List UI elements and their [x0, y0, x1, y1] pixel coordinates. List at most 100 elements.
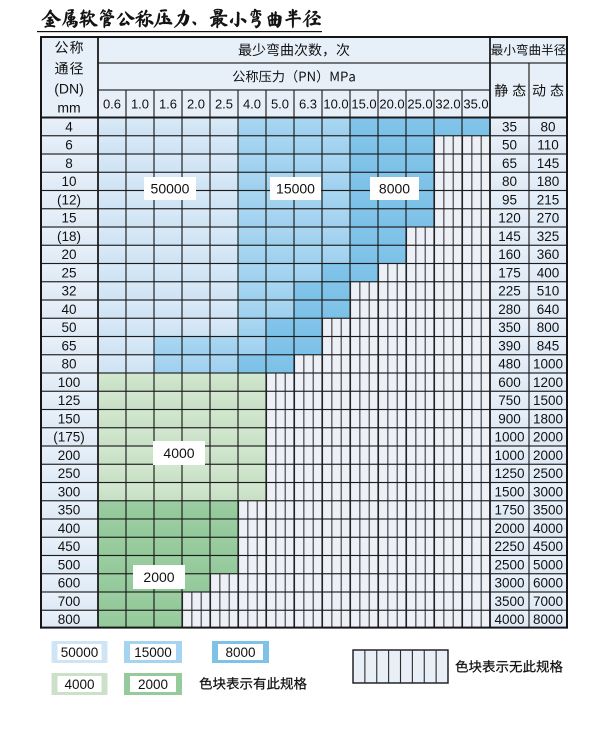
svg-text:800: 800 — [58, 612, 81, 627]
svg-text:4000: 4000 — [64, 677, 94, 692]
svg-text:2.5: 2.5 — [215, 96, 233, 111]
svg-text:175: 175 — [498, 265, 521, 280]
svg-text:8: 8 — [65, 156, 73, 171]
svg-text:4000: 4000 — [494, 612, 524, 627]
svg-text:350: 350 — [498, 320, 521, 335]
svg-text:20: 20 — [61, 247, 76, 262]
svg-text:100: 100 — [58, 375, 81, 390]
svg-text:2000: 2000 — [494, 521, 524, 536]
svg-text:(175): (175) — [53, 430, 85, 445]
svg-text:200: 200 — [58, 448, 81, 463]
svg-text:6: 6 — [65, 138, 73, 153]
svg-text:35.0: 35.0 — [463, 96, 488, 111]
svg-text:400: 400 — [537, 265, 560, 280]
svg-text:2000: 2000 — [143, 569, 174, 585]
svg-text:5.0: 5.0 — [271, 96, 289, 111]
svg-text:(18): (18) — [57, 229, 81, 244]
svg-text:110: 110 — [537, 138, 559, 153]
svg-text:1.0: 1.0 — [131, 96, 149, 111]
svg-text:(12): (12) — [57, 192, 81, 207]
svg-text:4: 4 — [65, 119, 73, 134]
svg-text:145: 145 — [537, 156, 560, 171]
svg-text:250: 250 — [58, 466, 81, 481]
svg-text:2000: 2000 — [138, 677, 168, 692]
svg-text:15000: 15000 — [276, 180, 315, 196]
svg-text:390: 390 — [498, 338, 521, 353]
svg-text:500: 500 — [58, 557, 81, 572]
svg-text:10.0: 10.0 — [323, 96, 348, 111]
svg-text:120: 120 — [498, 211, 521, 226]
svg-text:80: 80 — [502, 174, 517, 189]
svg-text:95: 95 — [502, 192, 517, 207]
svg-text:5000: 5000 — [533, 557, 563, 572]
svg-text:600: 600 — [58, 576, 81, 591]
svg-text:125: 125 — [58, 393, 81, 408]
svg-text:4500: 4500 — [533, 539, 563, 554]
svg-text:845: 845 — [537, 338, 560, 353]
svg-text:700: 700 — [58, 594, 81, 609]
svg-text:2500: 2500 — [533, 466, 563, 481]
svg-text:3000: 3000 — [533, 484, 563, 499]
svg-text:225: 225 — [498, 284, 521, 299]
svg-text:8000: 8000 — [533, 612, 563, 627]
svg-text:1250: 1250 — [494, 466, 524, 481]
svg-text:50000: 50000 — [61, 645, 99, 660]
svg-text:1800: 1800 — [533, 411, 563, 426]
svg-text:4.0: 4.0 — [243, 96, 261, 111]
svg-text:7000: 7000 — [533, 594, 563, 609]
svg-text:65: 65 — [502, 156, 517, 171]
svg-text:2000: 2000 — [533, 430, 563, 445]
svg-text:480: 480 — [498, 357, 521, 372]
svg-text:2.0: 2.0 — [187, 96, 205, 111]
svg-text:32.0: 32.0 — [435, 96, 460, 111]
svg-text:600: 600 — [498, 375, 521, 390]
svg-text:25.0: 25.0 — [407, 96, 432, 111]
svg-text:20.0: 20.0 — [379, 96, 404, 111]
svg-text:1.6: 1.6 — [159, 96, 177, 111]
svg-text:2000: 2000 — [533, 448, 563, 463]
svg-text:32: 32 — [61, 284, 76, 299]
svg-text:180: 180 — [537, 174, 560, 189]
svg-text:2500: 2500 — [494, 557, 524, 572]
svg-text:80: 80 — [540, 119, 555, 134]
svg-text:40: 40 — [61, 302, 76, 317]
svg-text:1000: 1000 — [494, 448, 524, 463]
svg-text:6.3: 6.3 — [299, 96, 317, 111]
svg-text:(DN): (DN) — [54, 81, 84, 97]
svg-text:215: 215 — [537, 192, 560, 207]
svg-text:4000: 4000 — [163, 445, 194, 461]
svg-text:1200: 1200 — [533, 375, 563, 390]
svg-text:8000: 8000 — [379, 180, 410, 196]
svg-text:3500: 3500 — [533, 503, 563, 518]
svg-text:25: 25 — [61, 265, 76, 280]
svg-text:800: 800 — [537, 320, 560, 335]
svg-text:8000: 8000 — [225, 645, 255, 660]
svg-text:15000: 15000 — [134, 645, 172, 660]
svg-text:50000: 50000 — [151, 180, 190, 196]
svg-text:15.0: 15.0 — [351, 96, 376, 111]
svg-text:1750: 1750 — [494, 503, 524, 518]
svg-text:325: 325 — [537, 229, 560, 244]
svg-text:50: 50 — [502, 138, 517, 153]
svg-text:15: 15 — [61, 211, 76, 226]
svg-text:270: 270 — [537, 211, 560, 226]
svg-text:35: 35 — [502, 119, 517, 134]
svg-text:4000: 4000 — [533, 521, 563, 536]
svg-text:65: 65 — [61, 338, 76, 353]
svg-text:145: 145 — [498, 229, 521, 244]
svg-text:2250: 2250 — [494, 539, 524, 554]
svg-text:3500: 3500 — [494, 594, 524, 609]
svg-text:360: 360 — [537, 247, 560, 262]
svg-text:1000: 1000 — [494, 430, 524, 445]
svg-text:1000: 1000 — [533, 357, 563, 372]
svg-text:300: 300 — [58, 484, 81, 499]
svg-text:510: 510 — [537, 284, 560, 299]
svg-text:160: 160 — [498, 247, 521, 262]
svg-text:80: 80 — [61, 357, 76, 372]
svg-text:3000: 3000 — [494, 576, 524, 591]
svg-text:450: 450 — [58, 539, 81, 554]
svg-text:1500: 1500 — [533, 393, 563, 408]
svg-text:400: 400 — [58, 521, 81, 536]
svg-text:0.6: 0.6 — [103, 96, 121, 111]
svg-text:280: 280 — [498, 302, 521, 317]
